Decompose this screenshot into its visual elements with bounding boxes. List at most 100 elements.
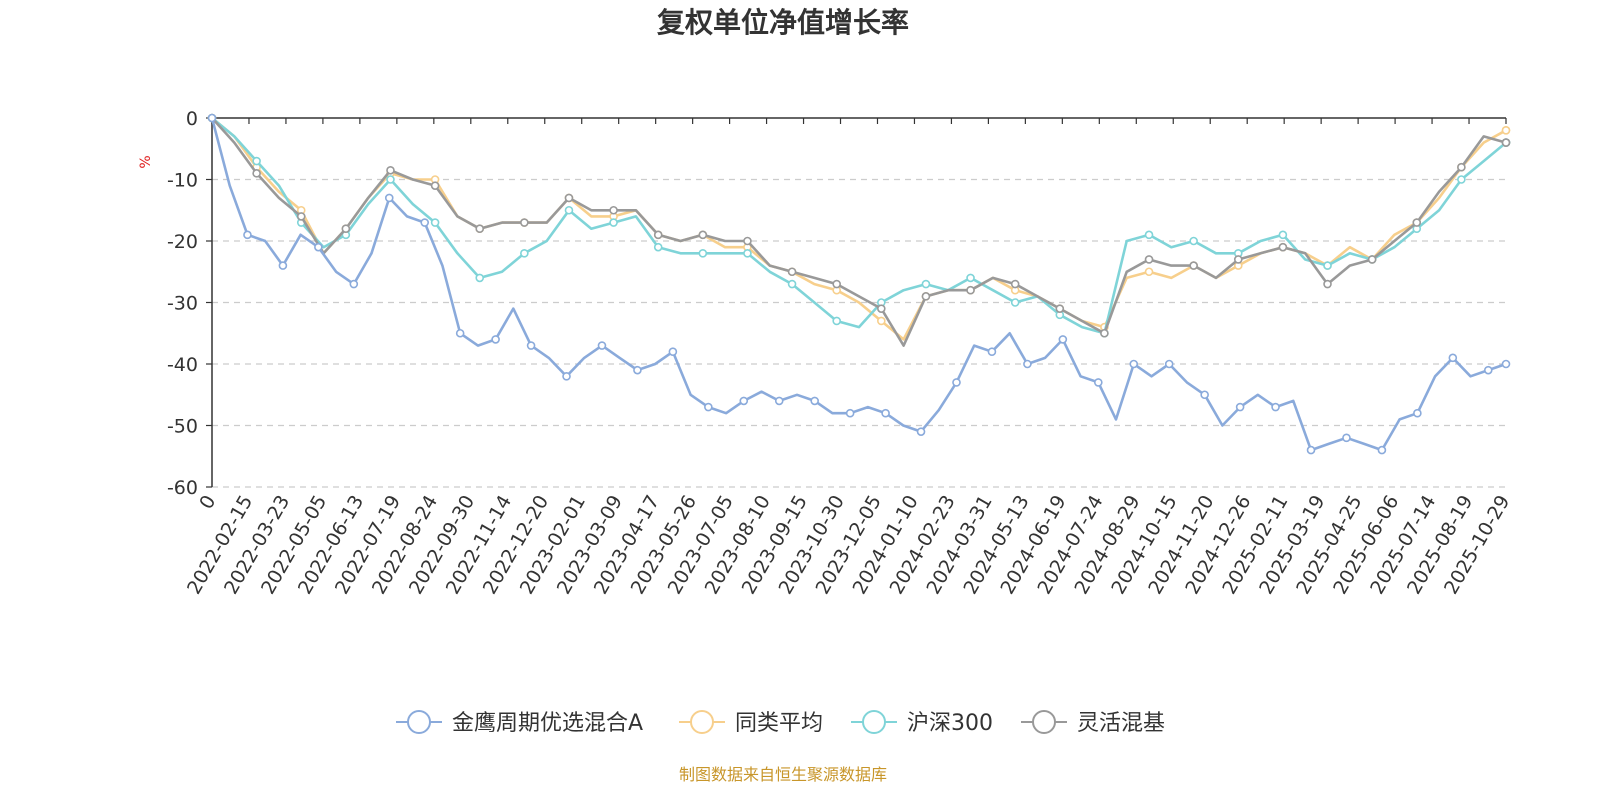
series-point [1233,255,1243,264]
series-point [562,371,571,381]
series-point [1448,353,1458,363]
series-point [1377,445,1387,455]
series-point [475,224,485,233]
legend-item-0[interactable]: 金鹰周期优选混合A [396,710,643,736]
series-point [1271,402,1280,412]
series-point [609,205,618,215]
series-point [832,279,841,289]
series-point [430,218,440,227]
y-tick-label: -60 [167,477,198,499]
series-point [1457,162,1466,172]
y-tick-label: 0 [186,108,198,130]
legend-marker [862,710,886,734]
series-point [1144,255,1154,264]
series-point [520,249,529,258]
series-point [1342,433,1351,443]
series-point [787,279,797,289]
y-axis-unit: % [138,155,154,168]
series-point [1189,236,1198,246]
series-point [704,402,713,412]
series-point [921,279,931,289]
series-point [1055,304,1065,313]
series-point [881,408,890,418]
series-point [743,249,752,258]
legend[interactable]: 金鹰周期优选混合A 同类平均 沪深300 灵活混基 [396,710,1165,736]
series-point [207,113,217,123]
series-point [1501,126,1511,135]
series-point [810,396,819,406]
series-point [1412,218,1422,227]
series-point [1413,408,1422,418]
legend-label: 同类平均 [735,711,823,736]
series-line-0 [210,117,1507,452]
series-point [952,378,961,387]
series-point [1144,230,1154,240]
legend-label: 灵活混基 [1077,711,1165,736]
series-point [1094,378,1103,387]
series-point [564,193,574,203]
series-point [1457,175,1466,184]
series-point [877,316,886,326]
series-point [252,169,261,178]
y-tick-label: -30 [167,293,198,315]
series-point [386,175,395,184]
legend-marker [407,710,431,734]
legend-item-3[interactable]: 灵活混基 [1021,710,1165,736]
series-point [1010,279,1020,289]
series-point [296,212,306,221]
series-point [845,408,855,418]
series-point [633,365,642,375]
series-point [564,205,574,215]
series-point [491,335,500,344]
series-lines [207,113,1511,455]
y-tick-labels: 0 -10 -20 -30 -40 -50 -60 [167,108,198,499]
series-point [1278,242,1288,252]
series-point [1501,359,1511,369]
y-tick-label: -50 [167,416,198,438]
series-point [921,292,931,301]
series-point [475,273,485,283]
series-point [653,242,663,252]
series-point [252,156,261,166]
series-point [1023,359,1032,369]
series-line-3 [211,117,1507,347]
legend-label: 金鹰周期优选混合A [452,711,643,736]
series-point [1235,402,1245,412]
series-point [1323,261,1332,270]
series-point [668,347,678,357]
series-point [966,273,975,283]
series-point [1189,261,1198,270]
series-point [739,396,749,406]
y-tick-label: -20 [167,231,198,253]
x-tick-labels: 02022-02-152022-03-232022-05-052022-06-1… [183,492,1514,599]
series-point [1129,359,1139,369]
series-point [1483,365,1493,375]
series-point [420,218,430,227]
series-point [916,427,926,436]
series-point [787,267,797,277]
y-tick-label: -40 [167,354,198,376]
series-point [653,230,663,240]
series-point [455,328,465,338]
series-line-2 [211,116,1507,335]
series-point [877,304,886,313]
series-point [1367,255,1377,264]
series-point [314,242,323,252]
legend-item-2[interactable]: 沪深300 [851,710,993,736]
series-point [386,165,395,175]
series-point [1058,335,1068,344]
series-point [832,316,841,326]
series-point [743,236,752,246]
series-point [430,181,440,190]
legend-item-1[interactable]: 同类平均 [679,710,823,736]
series-point [1323,279,1332,289]
series-point [1100,328,1109,338]
series-point [341,224,351,233]
series-point [526,341,536,350]
series-point [966,285,975,295]
chart-title: 复权单位净值增长率 [657,6,909,39]
series-point [597,341,607,350]
series-point [774,396,784,406]
series-line-1 [211,116,1507,341]
